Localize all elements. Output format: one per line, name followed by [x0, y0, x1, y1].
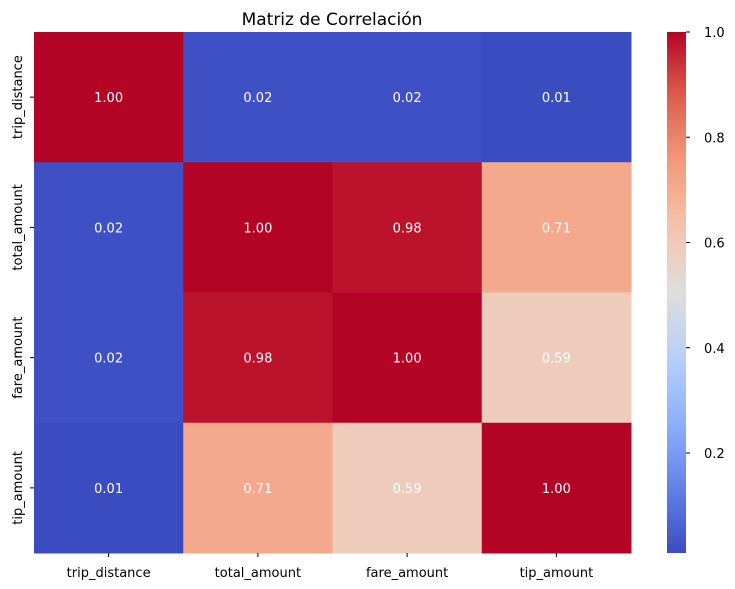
cell-annotation: 1.00 — [393, 352, 422, 367]
colorbar-tick-label: 0.2 — [704, 447, 725, 462]
heatmap-cell — [332, 292, 483, 424]
cell-annotation: 0.71 — [243, 482, 272, 497]
heatmap-cell — [34, 32, 184, 163]
chart-title: Matriz de Correlación — [242, 10, 423, 30]
heatmap-cell — [183, 32, 333, 163]
heatmap-cell — [34, 162, 184, 293]
x-tick-label: total_amount — [215, 566, 301, 581]
colorbar-tick-label: 0.6 — [704, 237, 725, 252]
x-tick-label: fare_amount — [366, 566, 448, 581]
heatmap-cell — [481, 422, 632, 554]
x-tick-label: tip_amount — [520, 566, 594, 581]
heatmap-cell — [332, 422, 483, 554]
cell-annotation: 0.02 — [94, 352, 123, 367]
heatmap-cell — [183, 162, 333, 293]
cell-annotation: 0.71 — [542, 221, 571, 236]
heatmap-cell — [183, 422, 333, 554]
heatmap-cell — [481, 162, 632, 293]
colorbar-tick-label: 0.4 — [704, 342, 725, 357]
cell-annotation: 1.00 — [542, 482, 571, 497]
cell-annotation: 0.98 — [243, 352, 272, 367]
heatmap-cell — [183, 292, 333, 424]
cell-annotation: 0.02 — [393, 91, 422, 106]
cell-annotation: 0.02 — [243, 91, 272, 106]
cell-annotation: 1.00 — [94, 91, 123, 106]
cell-annotation: 0.02 — [94, 221, 123, 236]
heatmap-cell — [481, 32, 632, 163]
cell-annotation: 0.01 — [542, 91, 571, 106]
colorbar — [667, 32, 686, 553]
heatmap-cell — [481, 292, 632, 424]
colorbar-tick-label: 0.8 — [704, 131, 725, 146]
cell-annotation: 0.59 — [393, 482, 422, 497]
heatmap-cell — [332, 32, 483, 163]
cell-annotation: 0.01 — [94, 482, 123, 497]
y-tick-label: trip_distance — [11, 55, 26, 139]
colorbar-tick-label: 1.0 — [704, 26, 725, 41]
heatmap-cell — [332, 162, 483, 293]
cell-annotation: 0.98 — [393, 221, 422, 236]
cell-annotation: 0.59 — [542, 352, 571, 367]
y-tick-label: fare_amount — [11, 316, 26, 398]
heatmap-cell — [34, 422, 184, 554]
x-tick-label: trip_distance — [67, 566, 151, 581]
heatmap-cell — [34, 292, 184, 424]
y-tick-label: total_amount — [11, 184, 26, 270]
y-tick-label: tip_amount — [11, 451, 26, 525]
cell-annotation: 1.00 — [243, 221, 272, 236]
